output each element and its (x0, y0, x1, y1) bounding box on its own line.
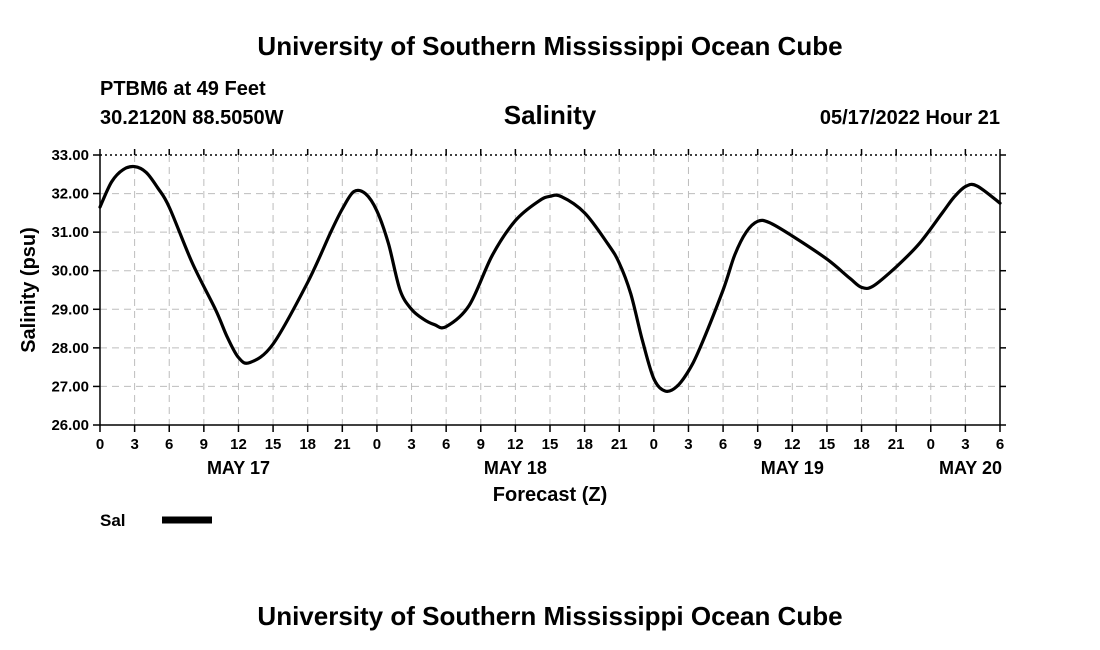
x-tick-label: 0 (96, 436, 104, 453)
x-tick-label: 6 (996, 436, 1004, 453)
x-tick-label: 3 (961, 436, 969, 453)
y-axis-title: Salinity (psu) (18, 227, 40, 353)
date-label: MAY 19 (761, 458, 824, 478)
station-label: PTBM6 at 49 Feet (100, 78, 266, 100)
x-tick-label: 21 (334, 436, 351, 453)
x-tick-label: 12 (784, 436, 801, 453)
x-tick-label: 3 (407, 436, 415, 453)
y-tick-label: 28.00 (51, 340, 89, 357)
date-label: MAY 17 (207, 458, 270, 478)
x-tick-label: 15 (542, 436, 559, 453)
x-tick-label: 21 (888, 436, 905, 453)
x-tick-label: 18 (299, 436, 316, 453)
x-tick-label: 15 (265, 436, 282, 453)
y-tick-label: 33.00 (51, 147, 89, 164)
salinity-series-line (98, 164, 1002, 393)
legend-label: Sal (100, 511, 126, 530)
x-tick-label: 0 (650, 436, 658, 453)
y-tick-label: 27.00 (51, 378, 89, 395)
x-tick-label: 12 (507, 436, 524, 453)
y-tick-label: 26.00 (51, 417, 89, 434)
x-tick-label: 9 (200, 436, 208, 453)
date-label: MAY 18 (484, 458, 547, 478)
x-tick-label: 21 (611, 436, 628, 453)
y-tick-label: 30.00 (51, 263, 89, 280)
x-tick-label: 9 (477, 436, 485, 453)
y-tick-label: 31.00 (51, 224, 89, 241)
y-tick-labels: 26.00 27.00 28.00 29.00 30.00 31.00 32.00 33.00 (51, 147, 89, 434)
x-tick-label: 12 (230, 436, 247, 453)
station-coordinates: 30.2120N 88.5050W (100, 107, 284, 129)
x-axis-title: Forecast (Z) (493, 484, 607, 506)
x-tick-label: 6 (442, 436, 450, 453)
chart-title: Salinity (504, 100, 597, 130)
x-tick-label: 3 (130, 436, 138, 453)
x-tick-label: 3 (684, 436, 692, 453)
axis-ticks (93, 149, 1006, 432)
footer-title: University of Southern Mississippi Ocean… (257, 601, 842, 631)
date-label: MAY 20 (939, 458, 1002, 478)
x-tick-label: 18 (853, 436, 870, 453)
page-title: University of Southern Mississippi Ocean… (257, 31, 842, 61)
x-tick-label: 15 (819, 436, 836, 453)
x-tick-label: 18 (576, 436, 593, 453)
grid-lines (100, 155, 1000, 425)
x-tick-label: 6 (719, 436, 727, 453)
y-tick-label: 32.00 (51, 186, 89, 203)
x-tick-labels: 0 3 6 9 12 15 18 21 0 3 6 9 12 15 18 21 0 3 6 9 12 15 18 21 0 3 6 (96, 436, 1004, 453)
x-tick-label: 6 (165, 436, 173, 453)
x-tick-label: 0 (373, 436, 381, 453)
forecast-timestamp: 05/17/2022 Hour 21 (820, 107, 1000, 129)
x-tick-label: 9 (754, 436, 762, 453)
date-labels: MAY 17 MAY 18 MAY 19 MAY 20 (207, 458, 1002, 478)
x-tick-label: 0 (927, 436, 935, 453)
y-tick-label: 29.00 (51, 301, 89, 318)
